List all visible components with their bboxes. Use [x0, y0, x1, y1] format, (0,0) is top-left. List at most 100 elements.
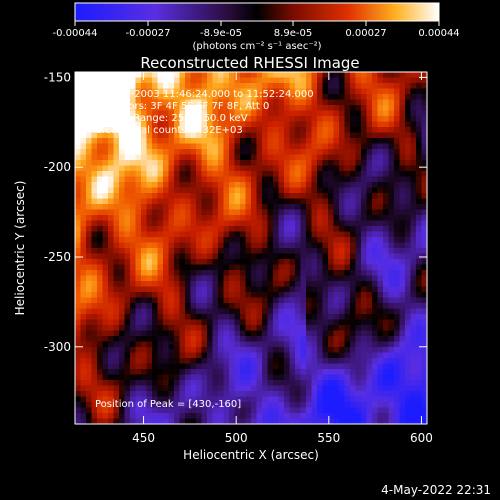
heatmap-cell	[229, 72, 235, 78]
y-tick-label: -300	[44, 340, 71, 354]
heatmap-cell	[91, 204, 98, 210]
heatmap-cell	[146, 347, 153, 353]
heatmap-cell	[91, 270, 98, 276]
heatmap-cell	[366, 374, 373, 381]
heatmap-cell	[333, 88, 340, 95]
heatmap-cell	[135, 358, 142, 364]
heatmap-cell	[416, 182, 422, 188]
heatmap-cell	[135, 347, 142, 353]
heatmap-cell	[86, 187, 92, 194]
heatmap-cell	[212, 369, 219, 375]
heatmap-cell	[278, 237, 285, 243]
heatmap-cell	[86, 341, 92, 348]
heatmap-cell	[174, 396, 180, 403]
heatmap-cell	[185, 380, 191, 386]
heatmap-cell	[339, 138, 345, 144]
heatmap-cell	[377, 77, 384, 84]
heatmap-cell	[229, 402, 235, 408]
heatmap-cell	[322, 319, 329, 326]
heatmap-cell	[256, 396, 263, 403]
heatmap-cell	[86, 374, 92, 381]
heatmap-cell	[240, 407, 246, 414]
heatmap-cell	[394, 402, 400, 408]
heatmap-cell	[273, 330, 279, 337]
heatmap-cell	[361, 83, 367, 89]
heatmap-cell	[157, 270, 164, 276]
heatmap-cell	[229, 413, 235, 419]
heatmap-cell	[113, 242, 120, 249]
heatmap-cell	[333, 165, 340, 172]
heatmap-cell	[179, 391, 186, 397]
heatmap-cell	[102, 99, 109, 106]
heatmap-cell	[141, 319, 147, 326]
heatmap-cell	[212, 281, 219, 287]
heatmap-cell	[135, 352, 142, 359]
heatmap-cell	[322, 237, 329, 243]
heatmap-cell	[405, 319, 411, 326]
heatmap-cell	[240, 226, 246, 232]
heatmap-cell	[212, 396, 219, 403]
heatmap-cell	[410, 116, 417, 122]
heatmap-cell	[317, 209, 323, 216]
heatmap-cell	[322, 297, 329, 304]
heatmap-cell	[157, 402, 164, 408]
heatmap-cell	[344, 94, 351, 100]
heatmap-cell	[267, 286, 274, 293]
heatmap-cell	[80, 231, 87, 238]
heatmap-cell	[251, 110, 257, 117]
heatmap-cell	[146, 259, 153, 265]
heatmap-cell	[416, 264, 422, 271]
heatmap-cell	[113, 116, 120, 122]
heatmap-cell	[174, 171, 180, 177]
heatmap-cell	[113, 374, 120, 381]
heatmap-cell	[163, 242, 169, 249]
heatmap-cell	[388, 132, 395, 139]
heatmap-cell	[262, 292, 268, 298]
heatmap-cell	[229, 259, 235, 265]
heatmap-cell	[267, 176, 274, 183]
heatmap-cell	[229, 391, 235, 397]
heatmap-cell	[207, 127, 213, 133]
heatmap-cell	[201, 259, 208, 265]
heatmap-cell	[102, 88, 109, 95]
heatmap-cell	[394, 303, 400, 309]
heatmap-cell	[80, 187, 87, 194]
heatmap-cell	[97, 94, 103, 100]
heatmap-cell	[212, 99, 219, 106]
heatmap-cell	[75, 110, 81, 117]
heatmap-cell	[124, 226, 131, 232]
heatmap-cell	[421, 286, 428, 293]
heatmap-cell	[306, 275, 312, 282]
heatmap-cell	[113, 77, 120, 84]
heatmap-cell	[328, 336, 334, 342]
heatmap-cell	[289, 154, 296, 161]
heatmap-cell	[240, 105, 246, 111]
y-tick-label: -250	[44, 250, 71, 264]
heatmap-cell	[124, 292, 131, 298]
heatmap-cell	[135, 231, 142, 238]
heatmap-cell	[322, 413, 329, 419]
heatmap-cell	[284, 286, 290, 293]
heatmap-cell	[245, 116, 252, 122]
heatmap-cell	[190, 303, 197, 309]
heatmap-cell	[361, 385, 367, 392]
heatmap-cell	[86, 132, 92, 139]
heatmap-cell	[108, 171, 114, 177]
heatmap-cell	[135, 198, 142, 205]
heatmap-cell	[185, 88, 191, 95]
heatmap-cell	[267, 215, 274, 221]
heatmap-cell	[119, 198, 125, 205]
heatmap-cell	[229, 99, 235, 106]
heatmap-cell	[344, 391, 351, 397]
heatmap-cell	[355, 369, 362, 375]
heatmap-cell	[251, 352, 257, 359]
heatmap-cell	[135, 160, 142, 166]
heatmap-cell	[240, 132, 246, 139]
heatmap-cell	[146, 154, 153, 161]
heatmap-cell	[97, 352, 103, 359]
heatmap-cell	[333, 248, 340, 254]
heatmap-cell	[322, 330, 329, 337]
heatmap-cell	[421, 154, 428, 161]
heatmap-cell	[135, 402, 142, 408]
heatmap-cell	[289, 391, 296, 397]
